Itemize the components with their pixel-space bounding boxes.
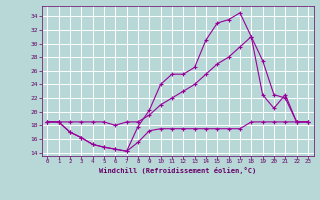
X-axis label: Windchill (Refroidissement éolien,°C): Windchill (Refroidissement éolien,°C) (99, 167, 256, 174)
